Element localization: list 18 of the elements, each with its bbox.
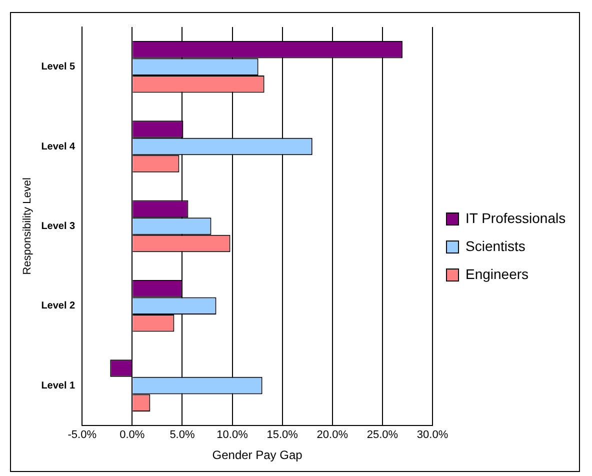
legend-label: Scientists bbox=[466, 238, 526, 254]
y-tick-label: Level 1 bbox=[41, 380, 76, 392]
x-tick-label: 30.0% bbox=[416, 429, 448, 442]
x-tick-label: 0.0% bbox=[120, 429, 145, 442]
x-tick-label: 10.0% bbox=[216, 429, 248, 442]
x-tick-label: 15.0% bbox=[266, 429, 298, 442]
x-tick-label: 5.0% bbox=[170, 429, 195, 442]
y-tick-label: Level 4 bbox=[41, 141, 76, 152]
y-axis-title: Responsibility Level bbox=[22, 178, 34, 275]
x-tick-label: -5.0% bbox=[68, 429, 97, 442]
x-tick-label: 25.0% bbox=[366, 429, 398, 442]
y-tick-label: Level 3 bbox=[41, 220, 76, 232]
x-tick-label: 20.0% bbox=[316, 429, 348, 442]
legend-label: IT Professionals bbox=[466, 210, 566, 226]
x-axis-title: Gender Pay Gap bbox=[212, 448, 303, 462]
legend-label: Engineers bbox=[466, 266, 529, 282]
y-tick-label: Level 2 bbox=[41, 300, 76, 312]
y-tick-label: Level 5 bbox=[41, 62, 76, 73]
